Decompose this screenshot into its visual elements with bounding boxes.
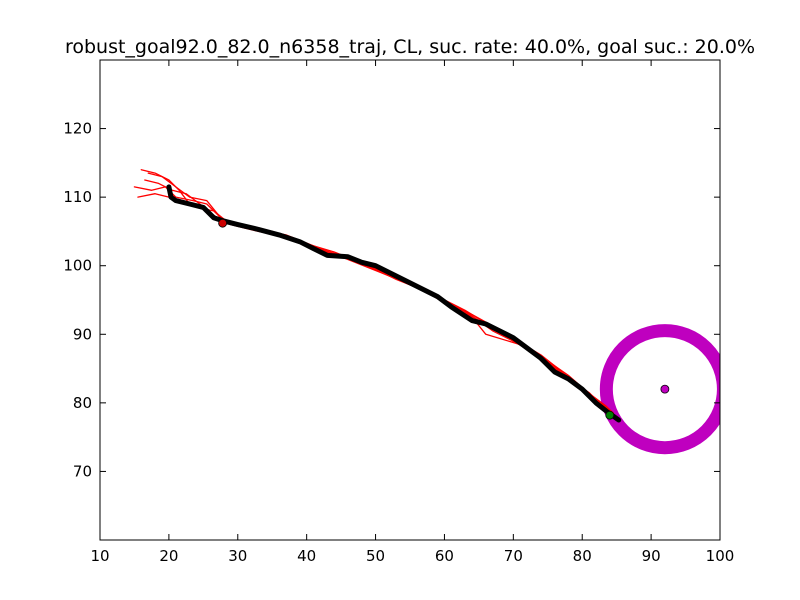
y-tick-label: 90 — [73, 325, 92, 343]
end-point-marker — [605, 410, 615, 420]
x-tick-label: 70 — [504, 547, 523, 565]
y-tick-label: 110 — [63, 188, 92, 206]
x-tick-label: 20 — [159, 547, 178, 565]
plot-content — [133, 169, 720, 455]
axes: 10 20 30 40 50 60 70 80 90 100 70 80 90 100 110 120 — [63, 60, 734, 565]
chart-title: robust_goal92.0_82.0_n6358_traj, CL, suc… — [65, 36, 755, 58]
x-tick-label: 90 — [642, 547, 661, 565]
x-tick-label: 50 — [366, 547, 385, 565]
y-tick-label: 70 — [73, 462, 92, 480]
plot-area — [100, 60, 720, 540]
mean-trajectory-line — [166, 184, 622, 423]
goal-region-ring — [599, 324, 720, 455]
y-tick-label: 100 — [63, 257, 92, 275]
plot-frame — [99, 59, 721, 541]
x-tick-label: 60 — [435, 547, 454, 565]
y-tick-label: 80 — [73, 394, 92, 412]
start-point-marker — [218, 218, 228, 228]
x-tick-label: 100 — [706, 547, 735, 565]
x-tick-label: 10 — [90, 547, 109, 565]
goal-point-marker — [660, 384, 670, 394]
x-tick-label: 40 — [297, 547, 316, 565]
y-tick-label: 120 — [63, 120, 92, 138]
x-tick-label: 80 — [573, 547, 592, 565]
x-tick-label: 30 — [228, 547, 247, 565]
